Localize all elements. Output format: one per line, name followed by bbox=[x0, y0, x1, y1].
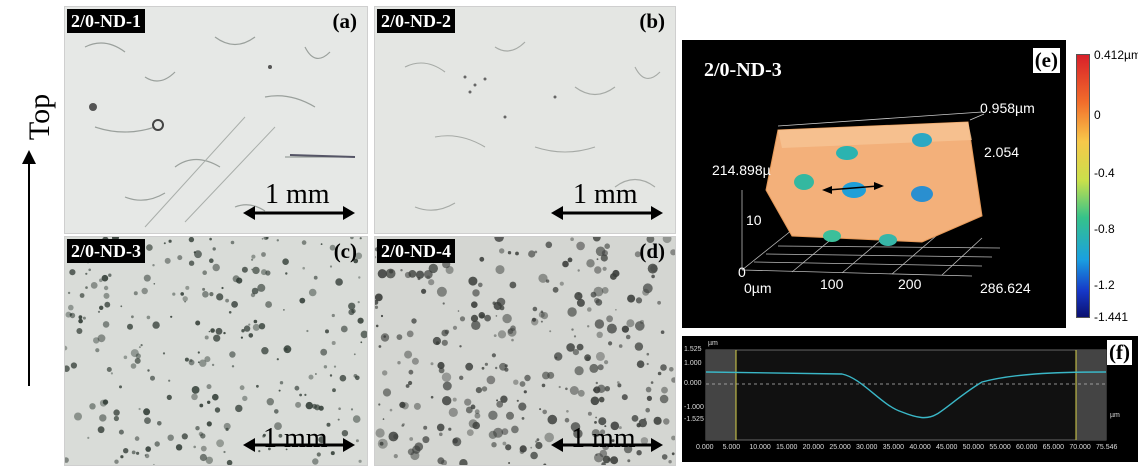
colorbar-label-0: 0.412µm bbox=[1094, 48, 1138, 62]
profile-y-tick-2: 0.000 bbox=[684, 380, 702, 387]
y-ten-label: 10 bbox=[746, 212, 762, 228]
micrograph-panel-c: 2/0-ND-3 (c) 1 mm bbox=[64, 236, 368, 466]
scale-bar-arrow-c bbox=[243, 438, 355, 452]
scale-bar-arrow-a bbox=[243, 206, 355, 220]
profile-y-tick-0: 1.525 bbox=[684, 346, 702, 353]
up-arrow-icon bbox=[22, 150, 36, 386]
profile-plot bbox=[705, 349, 1107, 441]
surface-3d-plot bbox=[741, 111, 1001, 277]
profile-x-tick: 65.000 bbox=[1042, 444, 1065, 451]
profile-x-tick: 35.000 bbox=[882, 444, 905, 451]
x-200-label: 200 bbox=[898, 276, 922, 292]
profile-unit-top: µm bbox=[708, 340, 718, 347]
profile-x-tick: 25.000 bbox=[829, 444, 851, 451]
y-mid-label: 2.054 bbox=[984, 144, 1020, 160]
colorbar-legend: 0.412µm 0 -0.4 -0.8 -1.2 -1.441 bbox=[1072, 44, 1138, 328]
profile-x-tick: 30.000 bbox=[856, 444, 878, 451]
profile-panel-f: 1.525 µm 1.000 0.000 -1.000 -1.525 µm 0.… bbox=[682, 336, 1138, 462]
profile-y-tick-4: -1.525 bbox=[684, 416, 704, 423]
x-100-label: 100 bbox=[820, 276, 844, 292]
profile-unit-right: µm bbox=[1110, 412, 1120, 419]
y-value-label: 214.898µ bbox=[712, 162, 771, 178]
sample-tag-a: 2/0-ND-1 bbox=[67, 9, 145, 33]
profile-x-tick: 20.000 bbox=[802, 444, 825, 451]
panel-letter-e: (e) bbox=[1032, 48, 1060, 73]
profile-x-tick: 10.000 bbox=[749, 444, 771, 451]
scale-bar-label-b: 1 mm bbox=[573, 179, 638, 210]
profile-y-tick-1: 1.000 bbox=[684, 360, 702, 367]
colorbar-label-4: -1.2 bbox=[1094, 278, 1115, 292]
panel-letter-d: (d) bbox=[639, 239, 665, 263]
top-label-text: Top bbox=[23, 93, 56, 141]
profile-x-tick: 5.000 bbox=[722, 444, 741, 451]
panel-letter-a: (a) bbox=[332, 9, 358, 33]
sample-tag-b: 2/0-ND-2 bbox=[377, 9, 455, 33]
profile-x-tick: 75.546 bbox=[1096, 444, 1118, 451]
profile-y-tick-3: -1.000 bbox=[684, 404, 704, 411]
colorbar-gradient bbox=[1076, 54, 1090, 318]
colorbar-label-3: -0.8 bbox=[1094, 222, 1115, 236]
micrograph-panel-a: 2/0-ND-1 (a) 1 mm bbox=[64, 6, 368, 234]
profile-x-tick: 0.000 bbox=[696, 444, 714, 451]
scale-bar-arrow-d bbox=[551, 438, 663, 452]
panel-letter-b: (b) bbox=[639, 9, 665, 33]
micrograph-texture-b bbox=[404, 41, 661, 211]
profile-x-tick: 15.000 bbox=[776, 444, 798, 451]
profile-x-tick: 40.000 bbox=[909, 444, 931, 451]
scale-bar-label-c: 1 mm bbox=[263, 423, 328, 454]
micrograph-panel-b: 2/0-ND-2 (b) 1 mm bbox=[374, 6, 676, 234]
colorbar-label-1: 0 bbox=[1094, 108, 1101, 122]
scale-bar-arrow-b bbox=[551, 206, 663, 220]
colorbar-label-2: -0.4 bbox=[1094, 166, 1115, 180]
colorbar-label-5: -1.441 bbox=[1094, 310, 1129, 324]
profile-x-tick: 70.000 bbox=[1069, 444, 1091, 451]
micrograph-texture-a bbox=[84, 36, 356, 228]
x-max-label: 286.624 bbox=[980, 280, 1031, 296]
panel-letter-f: (f) bbox=[1107, 340, 1132, 365]
micrograph-texture-d bbox=[375, 237, 675, 465]
sample-tag-e: 2/0-ND-3 bbox=[704, 59, 782, 81]
x-zero-label: 0µm bbox=[744, 280, 772, 296]
profile-x-tick: 50.000 bbox=[962, 444, 985, 451]
top-orientation-label: Top bbox=[10, 80, 60, 150]
z-zero-label: 0 bbox=[738, 264, 746, 280]
profile-x-tick: 45.000 bbox=[936, 444, 958, 451]
surface-3d-panel-e: 2/0-ND-3 (e) 0.958µm 2.054 214.898µ 10 0… bbox=[682, 40, 1066, 328]
scale-bar-label-d: 1 mm bbox=[571, 423, 636, 454]
sample-tag-c: 2/0-ND-3 bbox=[67, 239, 145, 263]
z-top-label: 0.958µm bbox=[980, 100, 1035, 116]
micrograph-panel-d: 2/0-ND-4 (d) 1 mm bbox=[374, 236, 676, 466]
profile-x-tick: 55.000 bbox=[989, 444, 1011, 451]
sample-tag-d: 2/0-ND-4 bbox=[377, 239, 455, 263]
scale-bar-label-a: 1 mm bbox=[265, 179, 330, 210]
panel-letter-c: (c) bbox=[333, 239, 357, 263]
profile-x-tick: 60.000 bbox=[1016, 444, 1038, 451]
